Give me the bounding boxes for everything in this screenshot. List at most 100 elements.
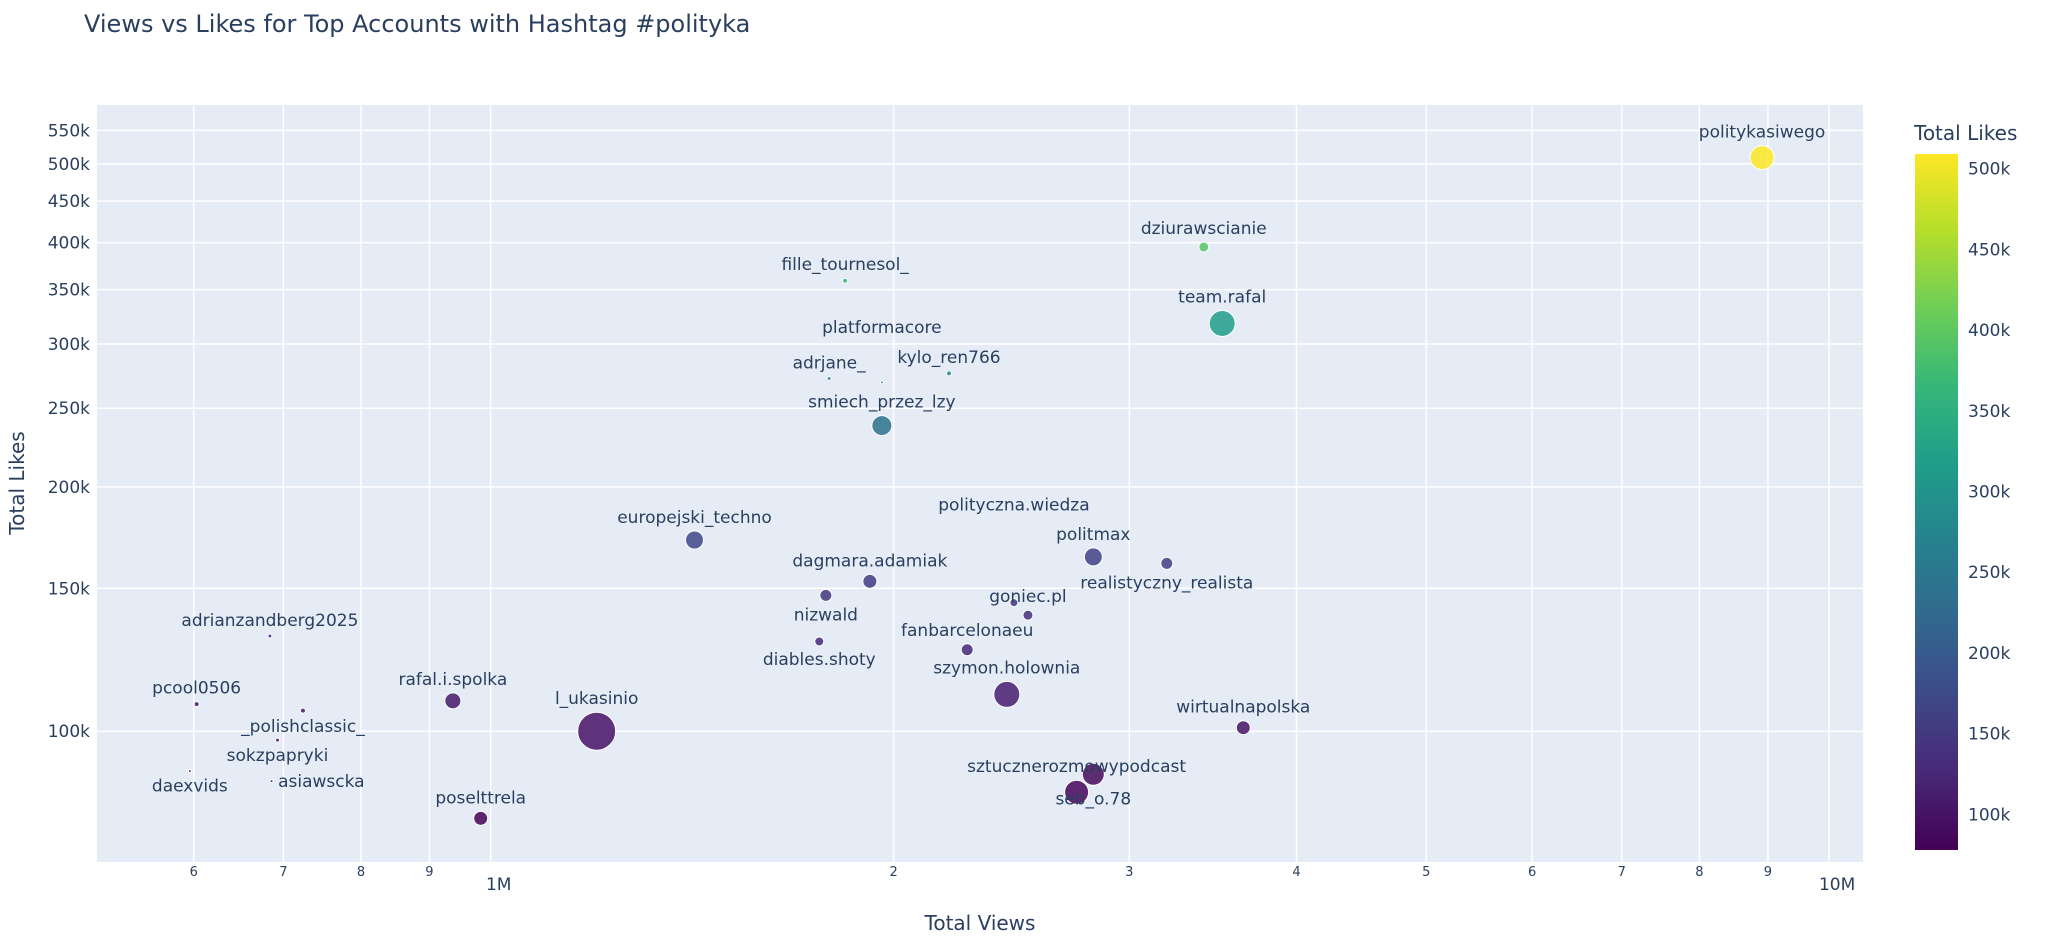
x-tick-label: 6 xyxy=(190,865,198,880)
y-tick-label: 100k xyxy=(48,722,90,742)
data-point[interactable] xyxy=(1081,762,1105,786)
y-tick-label: 350k xyxy=(48,281,90,301)
data-point[interactable] xyxy=(1198,241,1210,253)
y-tick-label: 400k xyxy=(48,234,90,254)
data-point[interactable] xyxy=(275,737,281,743)
y-tick-label: 500k xyxy=(48,155,90,175)
point-label: fille_tournesol_ xyxy=(781,255,909,275)
data-point[interactable] xyxy=(945,370,952,377)
x-tick-label: 8 xyxy=(357,865,365,880)
colorbar-gradient xyxy=(1915,154,1958,850)
data-point[interactable] xyxy=(1749,145,1775,171)
data-point[interactable] xyxy=(577,711,617,751)
data-point[interactable] xyxy=(879,380,884,385)
colorbar-tick-label: 450k xyxy=(1968,240,2010,260)
data-point[interactable] xyxy=(814,636,825,647)
colorbar-tick-label: 200k xyxy=(1968,644,2010,664)
point-label: europejski_techno xyxy=(617,508,772,528)
point-label: diables.shoty xyxy=(763,650,876,670)
data-point[interactable] xyxy=(269,779,274,784)
point-label: sokzpapryki xyxy=(227,746,329,766)
point-label: pcool0506 xyxy=(152,679,241,699)
x-tick-label: 9 xyxy=(1764,865,1772,880)
x-tick-label: 3 xyxy=(1125,865,1133,880)
colorbar-tick-label: 100k xyxy=(1968,805,2010,825)
point-label: adrianzandberg2025 xyxy=(181,611,358,631)
point-label: politykasiwego xyxy=(1699,123,1825,143)
data-point[interactable] xyxy=(1009,598,1019,608)
gridlines xyxy=(97,105,1863,862)
point-label: szymon.holownia xyxy=(933,658,1080,678)
data-point[interactable] xyxy=(473,810,489,826)
point-label: asiawscka xyxy=(278,772,365,792)
colorbar-tick-label: 500k xyxy=(1968,160,2010,180)
point-label: wirtualnapolska xyxy=(1176,698,1310,718)
point-label: smiech_przez_lzy xyxy=(808,393,956,413)
y-tick-label: 250k xyxy=(48,399,90,419)
y-tick-label: 150k xyxy=(48,579,90,599)
colorbar-tick-label: 350k xyxy=(1968,402,2010,422)
data-point[interactable] xyxy=(1235,720,1251,736)
x-tick-label: 2 xyxy=(889,865,897,880)
data-point[interactable] xyxy=(444,692,462,710)
point-label: seb_o.78 xyxy=(1055,789,1131,809)
point-label: team.rafal xyxy=(1178,287,1266,307)
data-point[interactable] xyxy=(819,588,833,602)
point-label: platformacore xyxy=(822,318,941,338)
point-label: _polishclassic_ xyxy=(240,717,365,737)
data-point[interactable] xyxy=(1208,309,1236,337)
x-tick-label: 7 xyxy=(1618,865,1626,880)
data-point[interactable] xyxy=(862,573,878,589)
point-label: rafal.i.spolka xyxy=(398,670,507,690)
x-axis-ticks: 6 7 8 9 1M 2 3 4 5 6 7 8 9 10M xyxy=(190,865,1856,895)
point-label: sztucznerozmowypodcast xyxy=(967,757,1186,777)
y-axis-ticks: 100k 150k 200k 250k 300k 350k 400k 450k 500k 550k xyxy=(48,121,90,742)
x-axis-title: Total Views xyxy=(924,911,1036,935)
data-point[interactable] xyxy=(187,769,192,774)
x-tick-label: 9 xyxy=(425,865,433,880)
point-label: realistyczny_realista xyxy=(1080,573,1253,593)
y-tick-label: 200k xyxy=(48,478,90,498)
point-labels: l_ukasinio team.rafal szymon.holownia polit… xyxy=(152,123,1825,810)
data-points xyxy=(187,145,1775,826)
point-label: polityczna.wiedza xyxy=(938,496,1089,516)
point-label: poselttrela xyxy=(435,788,526,808)
data-point[interactable] xyxy=(193,701,200,708)
point-label: politmax xyxy=(1056,525,1130,545)
data-point[interactable] xyxy=(871,415,893,437)
y-axis-title: Total Likes xyxy=(5,431,29,535)
data-point[interactable] xyxy=(960,643,974,657)
point-label: fanbarcelonaeu xyxy=(901,621,1033,641)
data-point[interactable] xyxy=(1160,556,1174,570)
plot-area xyxy=(97,105,1863,862)
x-tick-label: 5 xyxy=(1422,865,1430,880)
data-point[interactable] xyxy=(299,707,306,714)
colorbar-title: Total Likes xyxy=(1913,121,2017,145)
data-point[interactable] xyxy=(1022,609,1034,621)
point-label: daexvids xyxy=(152,777,228,797)
data-point[interactable] xyxy=(826,376,832,382)
point-label: nizwald xyxy=(794,605,858,625)
data-point[interactable] xyxy=(1083,547,1103,567)
y-tick-label: 450k xyxy=(48,192,90,212)
data-point[interactable] xyxy=(842,277,849,284)
point-label: kylo_ren766 xyxy=(897,348,1000,368)
colorbar-tick-label: 300k xyxy=(1968,483,2010,503)
x-tick-label: 4 xyxy=(1292,865,1300,880)
point-label: dagmara.adamiak xyxy=(792,551,947,571)
y-tick-label: 300k xyxy=(48,335,90,355)
x-tick-label: 10M xyxy=(1819,875,1855,895)
data-point[interactable] xyxy=(267,633,273,639)
data-point[interactable] xyxy=(993,680,1021,708)
point-label: adrjane_ xyxy=(793,354,867,374)
point-label: dziurawscianie xyxy=(1141,219,1267,239)
colorbar-ticks: 100k 150k 200k 250k 300k 350k 400k 450k 500k xyxy=(1968,160,2010,826)
data-point[interactable] xyxy=(1064,779,1090,805)
colorbar-tick-label: 400k xyxy=(1968,321,2010,341)
x-tick-label: 1M xyxy=(486,875,511,895)
data-point[interactable] xyxy=(685,530,705,550)
x-tick-label: 6 xyxy=(1528,865,1536,880)
x-tick-label: 7 xyxy=(279,865,287,880)
colorbar-tick-label: 250k xyxy=(1968,563,2010,583)
